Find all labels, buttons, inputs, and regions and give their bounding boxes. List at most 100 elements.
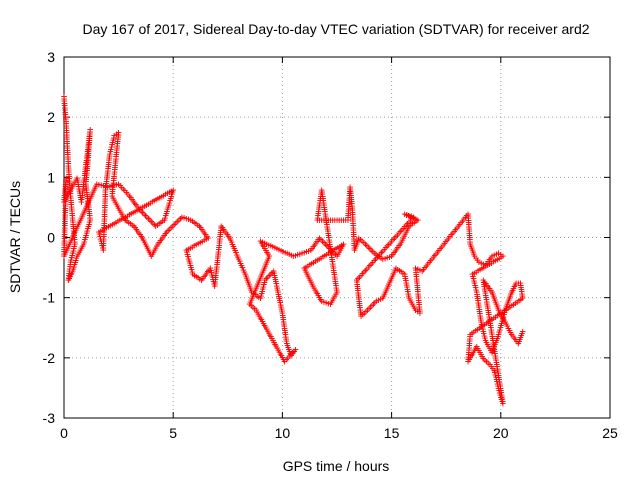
x-tick-label-0: 0: [60, 425, 68, 441]
data-point: +: [388, 272, 395, 285]
data-point: +: [282, 326, 289, 339]
data-point: +: [146, 246, 153, 259]
data-point: +: [332, 213, 339, 226]
data-point: +: [424, 258, 431, 271]
data-point: +: [479, 350, 486, 363]
data-point: +: [414, 213, 421, 226]
data-point: +: [193, 217, 200, 230]
data-point: +: [512, 278, 519, 291]
data-point: +: [280, 313, 287, 326]
data-point: +: [310, 280, 317, 293]
data-point: +: [81, 171, 88, 184]
data-point: +: [328, 246, 335, 259]
data-point: +: [394, 263, 401, 276]
data-point: +: [387, 274, 394, 287]
data-point: +: [285, 341, 292, 354]
data-point: +: [68, 198, 75, 211]
data-point: +: [326, 236, 333, 249]
data-point: +: [468, 242, 475, 255]
data-point: +: [328, 244, 335, 257]
data-point: +: [472, 324, 479, 337]
data-point: +: [102, 186, 109, 199]
data-point: +: [476, 256, 483, 269]
data-point: +: [386, 250, 393, 263]
data-point: +: [416, 302, 423, 315]
data-point: +: [64, 133, 71, 146]
data-point: +: [332, 277, 339, 290]
data-point: +: [134, 200, 141, 213]
data-point: +: [120, 183, 127, 196]
data-point: +: [374, 249, 381, 262]
data-point: +: [480, 274, 487, 287]
x-tick-label-4: 20: [493, 425, 509, 441]
data-point: +: [318, 251, 325, 264]
data-point: +: [105, 160, 112, 173]
data-point: +: [63, 176, 70, 189]
data-point: +: [112, 155, 119, 168]
data-point: +: [494, 360, 501, 373]
data-point: +: [213, 262, 220, 275]
data-point: +: [317, 192, 324, 205]
data-point: +: [184, 246, 191, 259]
data-point: +: [349, 199, 356, 212]
data-point: +: [168, 184, 175, 197]
data-point: +: [349, 201, 356, 214]
data-point: +: [392, 264, 399, 277]
data-point: +: [308, 276, 315, 289]
data-point: +: [492, 347, 499, 360]
data-point: +: [354, 282, 361, 295]
data-point: +: [345, 209, 352, 222]
data-point: +: [482, 289, 489, 302]
data-point: +: [260, 264, 267, 277]
data-point: +: [140, 234, 147, 247]
data-point: +: [110, 191, 117, 204]
data-point: +: [490, 342, 497, 355]
data-point: +: [331, 268, 338, 281]
data-point: +: [386, 278, 393, 291]
data-point: +: [200, 272, 207, 285]
data-point: +: [110, 181, 117, 194]
data-point: +: [518, 329, 525, 342]
data-point: +: [404, 223, 411, 236]
data-point: +: [101, 219, 108, 232]
data-point: +: [469, 327, 476, 340]
data-point: +: [266, 250, 273, 263]
data-point: +: [328, 249, 335, 262]
data-point: +: [259, 285, 266, 298]
data-point: +: [73, 221, 80, 234]
data-point: +: [463, 209, 470, 222]
data-point: +: [309, 278, 316, 291]
data-point: +: [162, 211, 169, 224]
data-point: +: [328, 251, 335, 264]
data-point: +: [101, 215, 108, 228]
data-point: +: [350, 221, 357, 234]
data-point: +: [113, 197, 120, 210]
x-tick-label-3: 15: [384, 425, 400, 441]
data-point: +: [494, 253, 501, 266]
data-point: +: [100, 232, 107, 245]
data-point: +: [445, 232, 452, 245]
data-point: +: [216, 239, 223, 252]
data-point: +: [137, 228, 144, 241]
data-point: +: [498, 317, 505, 330]
data-point: +: [202, 268, 209, 281]
data-point: +: [381, 288, 388, 301]
data-point: +: [496, 308, 503, 321]
data-point: +: [179, 210, 186, 223]
data-point: +: [309, 242, 316, 255]
data-point: +: [500, 312, 507, 325]
data-point: +: [331, 270, 338, 283]
data-point: +: [68, 251, 75, 264]
data-point: +: [388, 250, 395, 263]
data-point: +: [496, 384, 503, 397]
data-point: +: [494, 309, 501, 322]
data-point: +: [471, 250, 478, 263]
data-point: +: [486, 282, 493, 295]
data-point: +: [247, 282, 254, 295]
data-point: +: [416, 305, 423, 318]
data-point: +: [476, 305, 483, 318]
data-point: +: [74, 219, 81, 232]
data-point: +: [396, 264, 403, 277]
data-point: +: [196, 219, 203, 232]
data-point: +: [75, 178, 82, 191]
